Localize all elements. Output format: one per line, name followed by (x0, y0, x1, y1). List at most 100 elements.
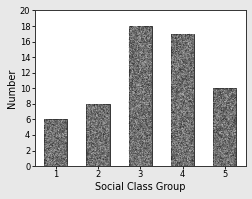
Point (139, 142, 143, 145)
Point (170, 42, 174, 45)
Point (179, 82, 183, 85)
Point (231, 132, 235, 135)
Point (52, 134, 56, 137)
Point (105, 125, 109, 128)
Point (143, 153, 147, 157)
Point (187, 56, 191, 59)
Point (88, 120, 92, 124)
Point (94, 131, 98, 134)
Point (227, 142, 231, 146)
Point (43, 120, 47, 123)
Point (189, 121, 193, 124)
Point (216, 100, 220, 104)
Point (140, 155, 144, 158)
Point (48, 133, 52, 136)
Point (212, 111, 216, 114)
Point (94, 118, 98, 121)
Point (106, 135, 110, 138)
Point (57, 149, 61, 152)
Point (171, 104, 175, 107)
Point (141, 36, 145, 39)
Point (55, 136, 59, 139)
Point (55, 156, 59, 159)
Point (148, 100, 152, 103)
Point (173, 142, 177, 146)
Point (227, 94, 231, 98)
Point (132, 28, 136, 31)
Point (146, 42, 150, 45)
Point (96, 159, 100, 162)
Point (180, 64, 184, 67)
Point (132, 145, 136, 148)
Point (227, 158, 231, 161)
Point (222, 124, 226, 127)
Point (177, 83, 181, 86)
Point (214, 126, 218, 129)
Point (55, 128, 59, 132)
Point (226, 117, 230, 120)
Point (86, 133, 90, 136)
Point (137, 42, 141, 45)
Point (44, 146, 48, 149)
Point (178, 161, 182, 165)
Point (172, 113, 176, 116)
Point (94, 144, 98, 147)
Point (137, 110, 141, 113)
Point (217, 124, 221, 127)
Point (59, 146, 63, 149)
Point (128, 79, 132, 83)
Point (187, 109, 191, 113)
Point (178, 147, 182, 150)
Point (141, 33, 145, 36)
Point (175, 134, 179, 137)
Point (220, 98, 224, 101)
Point (134, 90, 138, 94)
Point (62, 120, 66, 123)
Point (135, 33, 139, 36)
Point (44, 124, 48, 127)
Point (226, 164, 230, 167)
Point (102, 159, 106, 162)
Point (222, 132, 226, 135)
Point (186, 61, 190, 65)
Point (136, 68, 140, 72)
Point (146, 103, 150, 106)
Point (88, 114, 92, 117)
Point (147, 40, 151, 43)
Point (133, 102, 137, 105)
Point (181, 72, 185, 75)
Point (102, 154, 106, 157)
Point (221, 98, 225, 101)
Point (229, 130, 233, 133)
Point (222, 89, 226, 92)
Point (87, 150, 91, 153)
Point (132, 128, 136, 131)
Point (62, 150, 67, 153)
Point (97, 158, 101, 161)
Point (222, 142, 226, 145)
Point (62, 139, 66, 142)
Point (233, 91, 237, 95)
Point (184, 69, 188, 72)
Point (185, 105, 189, 108)
Point (172, 79, 176, 83)
Point (62, 134, 66, 137)
Point (216, 93, 220, 96)
Point (141, 129, 145, 132)
Point (65, 139, 69, 143)
Point (135, 56, 139, 59)
Point (229, 137, 233, 140)
Point (104, 162, 108, 165)
Point (182, 143, 186, 146)
Point (139, 149, 143, 153)
Point (179, 62, 183, 65)
Point (188, 47, 192, 50)
Point (228, 153, 232, 156)
Point (174, 113, 178, 117)
Point (182, 47, 186, 50)
Point (220, 147, 225, 150)
Point (146, 79, 150, 83)
Point (128, 86, 132, 90)
Point (231, 133, 235, 136)
Point (139, 56, 143, 59)
